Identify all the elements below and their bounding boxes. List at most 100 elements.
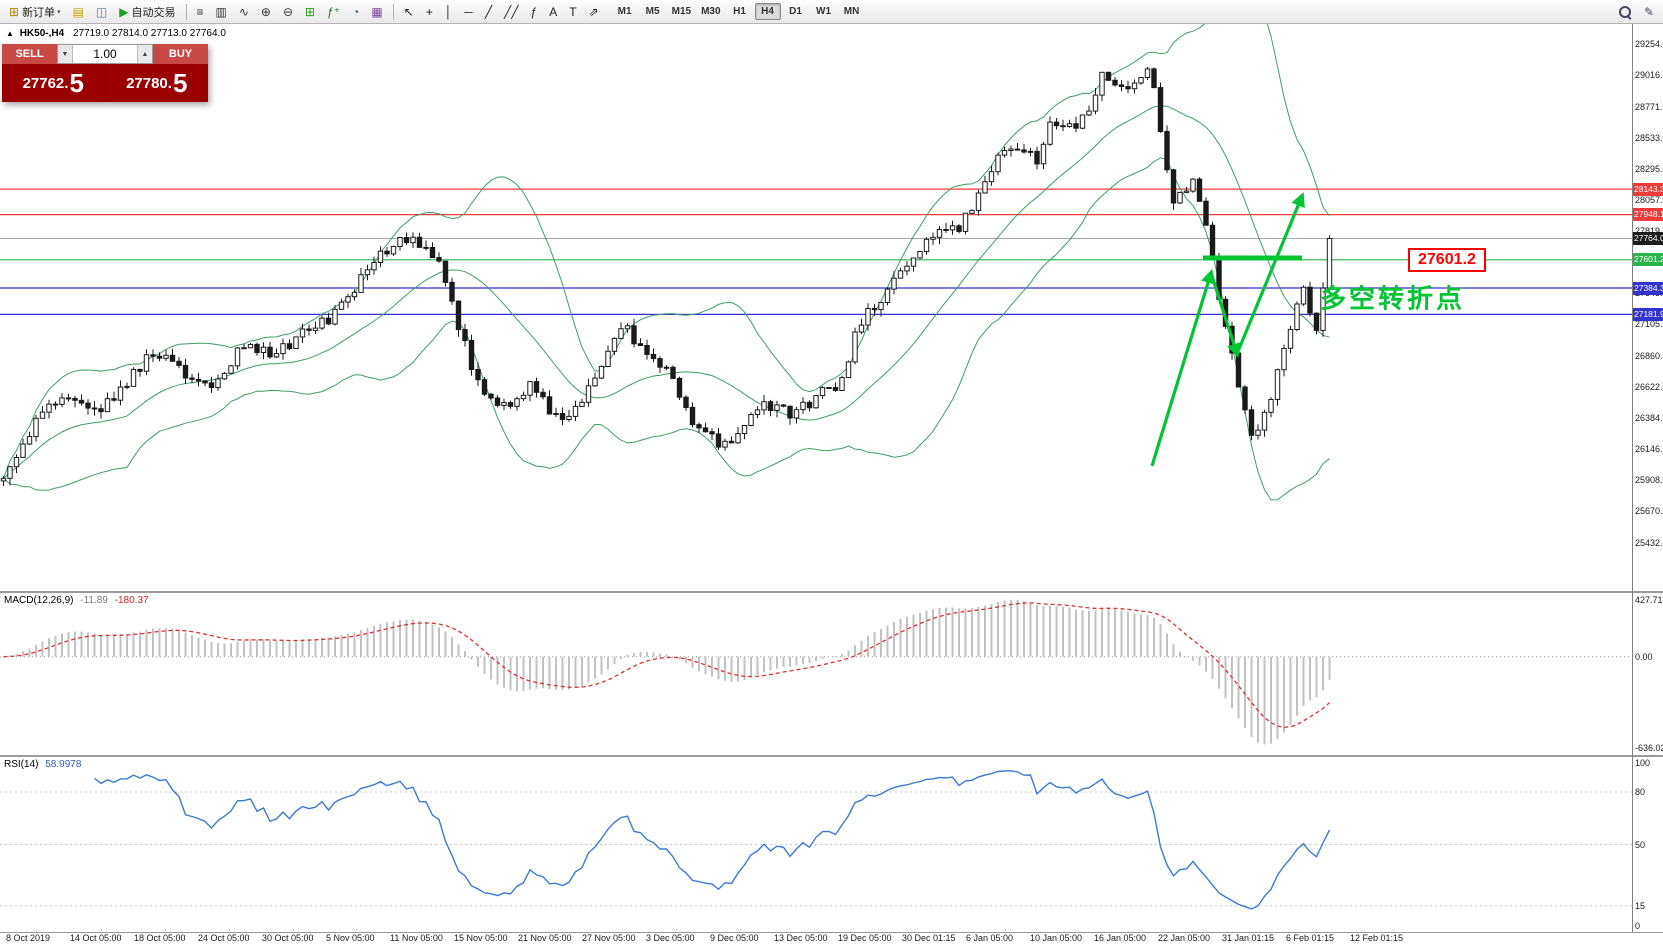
arrows-button[interactable]: ⇗ (584, 1, 604, 23)
profiles-button[interactable]: ◫ (91, 1, 112, 23)
timeframe-m15-button[interactable]: M15 (671, 6, 692, 17)
macd-axis-min: -636.02 (1635, 743, 1663, 753)
ohlc-label: 27719.0 27814.0 27713.0 27764.0 (72, 28, 226, 39)
text-button[interactable]: A (544, 1, 562, 23)
zoom-out-icon: ⊖ (282, 4, 294, 19)
line-chart-button[interactable]: ∿ (234, 1, 254, 23)
bars-chart-icon: ≡ (196, 4, 204, 19)
new-order-button-label: 新订单 (22, 6, 56, 19)
crosshair-icon: + (425, 4, 433, 19)
svg-text:多空转折点: 多空转折点 (1320, 284, 1465, 314)
rsi-axis-label: 50 (1635, 839, 1646, 850)
trendline-button[interactable]: ╱ (480, 1, 497, 23)
time-axis[interactable]: 8 Oct 2019 14 Oct 05:00 18 Oct 05:00 24 Oct… (0, 933, 1632, 946)
sell-button[interactable]: SELL (2, 44, 57, 64)
toolbar: ⊞ 新订单 ▾ ▤ ◫ ▶ 自动交易 ≡ ▥ ∿ ⊕ ⊖ ⊞ ƒ⁺ ◔ ▦ ↖ + │ ─ ╱ ╱╱ ƒ A T ⇗ M1 M5 M1… (0, 0, 1663, 24)
time-tick: 11 Nov 05:00 (390, 933, 443, 943)
price-tick: 28533.0 (1635, 133, 1663, 144)
rsi-axis-label: 80 (1635, 787, 1646, 797)
horizontal-line-icon: ─ (464, 4, 473, 19)
new-order-button[interactable]: ⊞ 新订单 ▾ (4, 1, 66, 23)
timeframe-m5-button[interactable]: M5 (645, 6, 660, 17)
trendline-icon: ╱ (484, 4, 493, 19)
zoom-in-button[interactable]: ⊕ (256, 1, 276, 23)
zoom-out-button[interactable]: ⊖ (278, 1, 298, 23)
rsi-axis-label: 100 (1635, 758, 1651, 768)
autotrading-icon: ▶ (119, 4, 129, 19)
tile-windows-button[interactable]: ⊞ (300, 1, 320, 23)
time-tick: 31 Jan 01:15 (1222, 933, 1275, 943)
channel-button[interactable]: ╱╱ (499, 1, 523, 23)
price-tick: 25432.0 (1635, 537, 1663, 548)
candlestick-chart[interactable]: 多空转折点 (0, 24, 1632, 591)
price-tick: 27819.0 (1635, 226, 1663, 236)
price-tick: 26384.0 (1635, 413, 1663, 424)
timeframe-mn-button[interactable]: MN (843, 6, 860, 17)
edit-button[interactable]: ✎ (1639, 1, 1659, 23)
chevron-down-icon: ▾ (57, 8, 61, 16)
price-tick: 28771.0 (1635, 102, 1663, 113)
search-button[interactable] (1613, 1, 1637, 23)
buy-price-pips: 5 (172, 68, 188, 98)
fibonacci-button[interactable]: ƒ (526, 1, 543, 23)
price-axis-border (1632, 24, 1633, 932)
time-tick: 27 Nov 05:00 (582, 933, 636, 943)
indicators-button[interactable]: ƒ⁺ (322, 1, 345, 23)
volume-input[interactable] (73, 45, 137, 63)
buy-button[interactable]: BUY (153, 44, 208, 64)
timeframe-m30-button[interactable]: M30 (701, 6, 721, 17)
search-icon (1618, 5, 1632, 19)
volume-down-button[interactable]: ▼ (58, 45, 73, 63)
time-tick: 3 Dec 05:00 (646, 933, 695, 943)
panel-separator[interactable] (0, 591, 1663, 593)
price-tick: 26860.0 (1635, 351, 1663, 362)
rsi-indicator-chart[interactable] (0, 757, 1632, 932)
panel-separator[interactable] (0, 755, 1663, 757)
templates-button[interactable]: ▦ (366, 1, 387, 23)
timeframe-d1-button[interactable]: D1 (789, 6, 802, 17)
price-tick: 25670.0 (1635, 506, 1663, 517)
time-tick: 14 Oct 05:00 (70, 933, 122, 943)
pencil-icon: ✎ (1643, 4, 1654, 19)
bars-chart-button[interactable]: ≡ (192, 1, 209, 23)
cursor-button[interactable]: ↖ (399, 1, 419, 23)
horizontal-line-button[interactable]: ─ (459, 1, 478, 23)
price-line-label: 28143.3 (1633, 182, 1663, 196)
rsi-caption-name: RSI(14) (4, 759, 39, 770)
price-tick: 26146.0 (1635, 444, 1663, 455)
volume-up-button[interactable]: ▲ (137, 45, 152, 63)
arrows-icon: ⇗ (588, 4, 599, 19)
price-tick: 28057.0 (1635, 195, 1663, 206)
timeframe-h1-button[interactable]: H1 (733, 6, 746, 17)
macd-indicator-chart[interactable] (0, 593, 1632, 755)
rsi-axis[interactable]: 100 80 50 15 0 (1633, 757, 1663, 932)
price-line-label: 27384.3 (1633, 281, 1663, 295)
price-line-label: 27601.2 (1633, 253, 1663, 267)
timeframe-h4-button[interactable]: H4 (754, 3, 781, 20)
macd-axis[interactable]: 427.71 0.00 -636.02 (1633, 593, 1663, 755)
price-axis[interactable]: 29254.0 29016.0 28771.0 28533.0 28295.0 28057… (1633, 24, 1663, 591)
sell-price[interactable]: 27762. 5 (2, 64, 106, 102)
timeframe-w1-button[interactable]: W1 (816, 6, 832, 17)
time-tick: 9 Dec 05:00 (710, 933, 759, 943)
price-callout[interactable]: 27601.2 (1408, 247, 1486, 272)
buy-price[interactable]: 27780. 5 (105, 64, 208, 102)
vertical-line-button[interactable]: │ (440, 1, 458, 23)
text-label-button[interactable]: T (564, 1, 581, 23)
periods-button[interactable]: ◔ (347, 1, 364, 23)
time-tick: 12 Feb 01:15 (1350, 933, 1404, 943)
periods-icon: ◔ (352, 4, 360, 19)
cursor-icon: ↖ (403, 4, 414, 19)
price-line-label: 27181.9 (1633, 307, 1663, 321)
charts-window-icon: ▤ (72, 4, 84, 19)
text-label-icon: T (569, 4, 577, 19)
current-price-label: 27764.0 (1633, 232, 1663, 246)
timeframe-m1-button[interactable]: M1 (617, 6, 632, 17)
profiles-icon: ◫ (95, 4, 108, 19)
crosshair-button[interactable]: + (421, 1, 438, 23)
collapse-trade-panel-arrow[interactable]: ▲ (6, 29, 14, 38)
candles-chart-button[interactable]: ▥ (211, 1, 232, 23)
charts-window-button[interactable]: ▤ (68, 1, 89, 23)
time-tick: 10 Jan 05:00 (1030, 933, 1083, 943)
autotrading-button[interactable]: ▶ 自动交易 (114, 1, 180, 23)
